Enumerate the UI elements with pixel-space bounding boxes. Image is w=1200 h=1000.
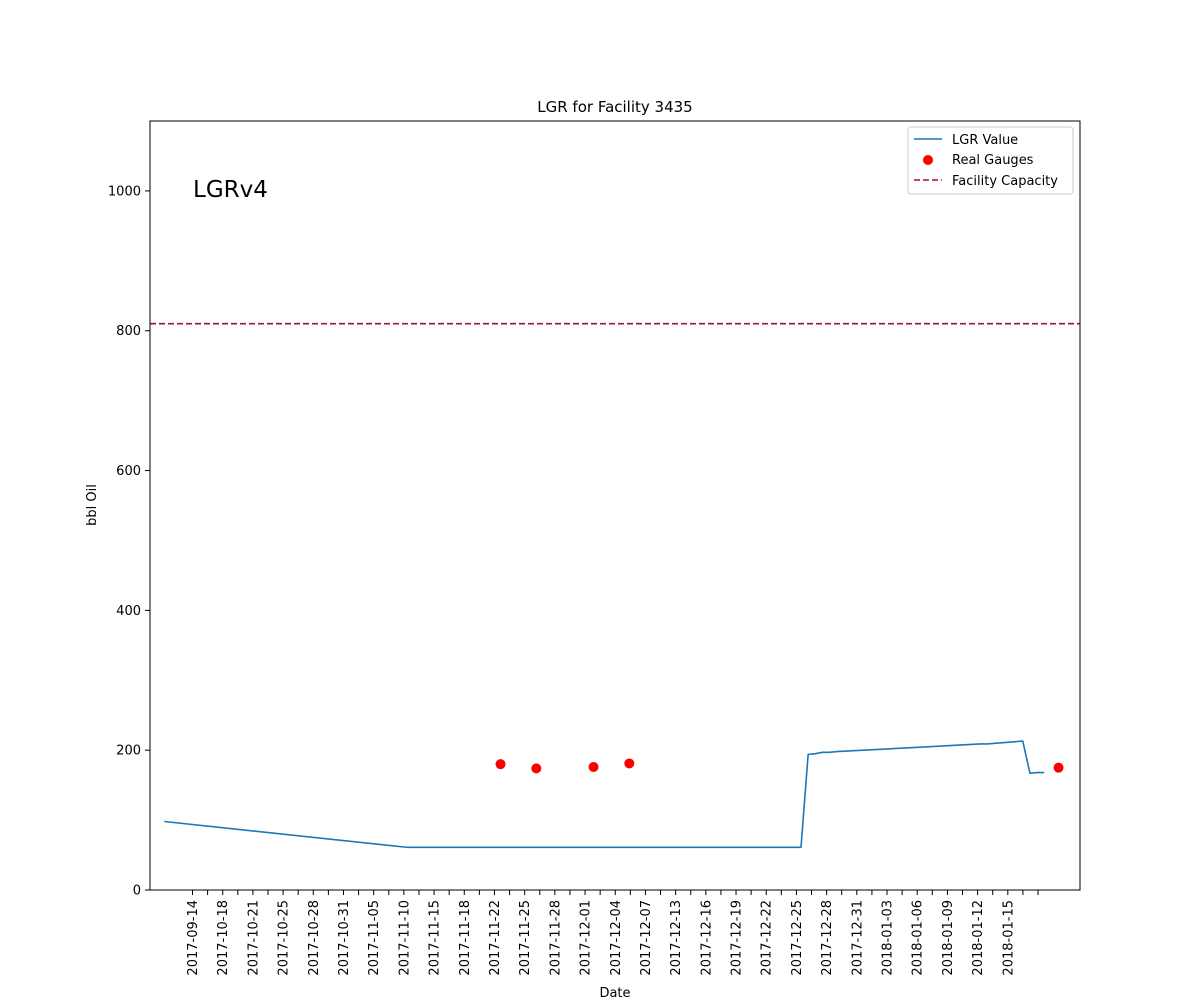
x-tick-label: 2017-11-15 [428,900,443,976]
x-tick-label: 2017-12-31 [850,900,865,976]
legend-label-lgr-value: LGR Value [952,133,1018,148]
y-tick-label: 200 [116,744,141,759]
x-tick-label: 2017-11-25 [518,900,533,976]
real-gauge-point [1053,762,1064,773]
x-tick-label: 2018-01-06 [911,900,926,976]
x-tick-label: 2017-12-19 [730,900,745,976]
x-tick-label: 2017-10-18 [216,900,231,976]
y-tick-label: 800 [116,324,141,339]
x-tick-label: 2017-12-28 [820,900,835,976]
plot-frame [149,120,1081,891]
x-axis-label: Date [599,986,630,1000]
x-tick-label: 2018-01-03 [881,900,896,976]
legend-label-real-gauges: Real Gauges [952,153,1034,168]
series-line-lgr-value [164,740,1045,849]
y-tick-label: 1000 [108,184,141,199]
y-axis-ticks: 0 200 400 600 800 1000 [108,184,150,899]
x-tick-label: 2017-10-21 [246,900,261,976]
legend-box [907,126,1074,195]
x-tick-label: 2017-10-25 [277,900,292,976]
x-tick-label: 2017-12-01 [579,900,594,976]
x-tick-label: 2017-12-04 [609,900,624,976]
real-gauge-point [531,763,542,774]
x-tick-label: 2017-11-28 [548,900,563,976]
x-tick-label: 2017-12-16 [699,900,714,976]
chart-title: LGR for Facility 3435 [537,98,692,116]
x-tick-label: 2017-12-22 [760,900,775,976]
legend-label-facility-capacity: Facility Capacity [952,174,1058,189]
x-tick-label: 2018-01-15 [1001,900,1016,976]
y-tick-label: 600 [116,464,141,479]
y-tick-label: 0 [133,884,141,899]
x-tick-label: 2017-10-31 [337,900,352,976]
x-tick-label: 2017-11-22 [488,900,503,976]
x-axis-ticks: 2017-09-14 2017-10-18 2017-10-21 2017-10-25… [186,890,1039,976]
x-tick-label: 2017-12-13 [669,900,684,976]
real-gauge-point [624,758,635,769]
x-tick-label: 2017-11-18 [458,900,473,976]
x-tick-label: 2017-10-28 [307,900,322,976]
x-tick-label: 2017-12-25 [790,900,805,976]
y-tick-label: 400 [116,604,141,619]
model-annotation: LGRv4 [193,177,268,203]
x-tick-label: 2017-09-14 [186,900,201,976]
x-tick-label: 2018-01-09 [941,900,956,976]
x-tick-label: 2017-11-05 [367,900,382,976]
x-tick-label: 2017-11-10 [397,900,412,976]
y-axis-label: bbl Oil [85,484,100,526]
x-tick-label: 2018-01-12 [971,900,986,976]
legend-dot-icon [923,155,933,165]
real-gauge-point [588,761,599,772]
chart-marks [150,322,1080,849]
legend: LGR Value Real Gauges Facility Capacity [907,126,1074,195]
x-tick-label: 2017-12-07 [639,900,654,976]
real-gauge-point [495,759,506,770]
